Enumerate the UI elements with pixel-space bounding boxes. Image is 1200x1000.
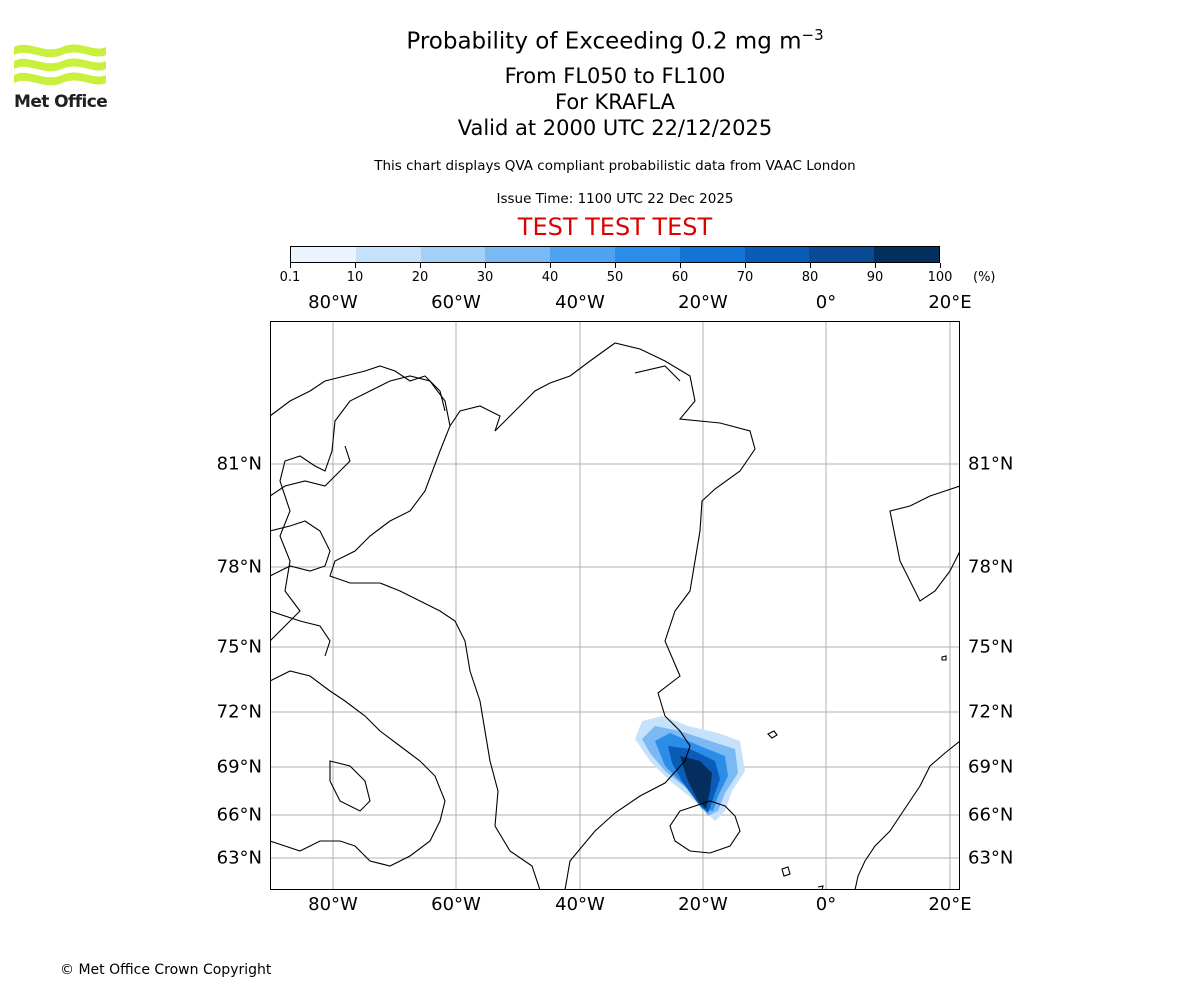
colorbar-tick — [809, 263, 811, 268]
colorbar-tick — [549, 263, 551, 268]
map-gridlines — [270, 321, 960, 890]
colorbar-tick — [874, 263, 876, 268]
latitude-label: 63°N — [968, 847, 1014, 869]
colorbar-tick — [289, 263, 291, 268]
colorbar-segment — [679, 247, 745, 262]
colorbar-tick — [354, 263, 356, 268]
colorbar-tick-label: 60 — [671, 270, 689, 285]
chart-title: Probability of Exceeding 0.2 mg m−3 — [406, 26, 824, 55]
volcano-name: For KRAFLA — [555, 90, 675, 114]
met-office-logo-icon — [14, 44, 106, 86]
colorbar-unit: (%) — [973, 270, 996, 285]
logo-text: Met Office — [14, 92, 108, 112]
longitude-label: 20°W — [678, 894, 728, 915]
longitude-label: 20°W — [678, 292, 728, 313]
colorbar-tick-label: 20 — [411, 270, 429, 285]
latitude-label: 75°N — [968, 636, 1014, 658]
longitude-label: 40°W — [555, 292, 605, 313]
latitude-label: 72°N — [216, 701, 262, 723]
longitude-label: 80°W — [308, 292, 358, 313]
level-range: From FL050 to FL100 — [504, 64, 726, 88]
colorbar-segment — [291, 247, 356, 262]
coastlines — [270, 342, 960, 890]
colorbar-segment — [874, 247, 939, 262]
colorbar-tick — [614, 263, 616, 268]
latitude-label: 72°N — [968, 701, 1014, 723]
colorbar-segment — [550, 247, 615, 262]
longitude-label: 80°W — [308, 894, 358, 915]
longitude-label: 0° — [815, 292, 837, 313]
test-banner: TEST TEST TEST — [517, 213, 713, 241]
longitude-label: 0° — [815, 894, 837, 915]
map[interactable] — [270, 321, 960, 890]
longitude-label: 20°E — [928, 894, 972, 915]
colorbar-tick-label: 100 — [927, 270, 953, 285]
ash-plume — [635, 716, 745, 821]
colorbar-segment — [355, 247, 421, 262]
valid-time: Valid at 2000 UTC 22/12/2025 — [457, 116, 773, 140]
longitude-label: 60°W — [431, 292, 481, 313]
colorbar-tick — [679, 263, 681, 268]
latitude-label: 69°N — [968, 756, 1014, 778]
colorbar-segment — [744, 247, 810, 262]
colorbar-tick — [484, 263, 486, 268]
colorbar-segment — [420, 247, 486, 262]
colorbar-tick — [419, 263, 421, 268]
subtitle: This chart displays QVA compliant probab… — [374, 158, 856, 174]
colorbar-tick-label: 90 — [866, 270, 884, 285]
colorbar-segment — [809, 247, 875, 262]
longitude-label: 20°E — [928, 292, 972, 313]
colorbar-tick-label: 70 — [736, 270, 754, 285]
colorbar-tick-label: 10 — [346, 270, 364, 285]
latitude-label: 81°N — [968, 453, 1014, 475]
colorbar-tick-label: 40 — [541, 270, 559, 285]
colorbar-tick-label: 50 — [606, 270, 624, 285]
latitude-label: 69°N — [216, 756, 262, 778]
issue-time: Issue Time: 1100 UTC 22 Dec 2025 — [496, 191, 734, 207]
colorbar-segment — [485, 247, 551, 262]
colorbar-tick — [744, 263, 746, 268]
latitude-label: 63°N — [216, 847, 262, 869]
latitude-label: 78°N — [968, 556, 1014, 578]
longitude-label: 60°W — [431, 894, 481, 915]
latitude-label: 66°N — [216, 804, 262, 826]
colorbar — [290, 246, 940, 263]
latitude-label: 66°N — [968, 804, 1014, 826]
colorbar-tick — [939, 263, 941, 268]
latitude-label: 78°N — [216, 556, 262, 578]
latitude-label: 75°N — [216, 636, 262, 658]
colorbar-segment — [614, 247, 680, 262]
colorbar-tick-label: 0.1 — [279, 270, 301, 285]
colorbar-tick-label: 80 — [801, 270, 819, 285]
colorbar-tick-label: 30 — [476, 270, 494, 285]
longitude-label: 40°W — [555, 894, 605, 915]
latitude-label: 81°N — [216, 453, 262, 475]
copyright-notice: © Met Office Crown Copyright — [60, 962, 272, 978]
